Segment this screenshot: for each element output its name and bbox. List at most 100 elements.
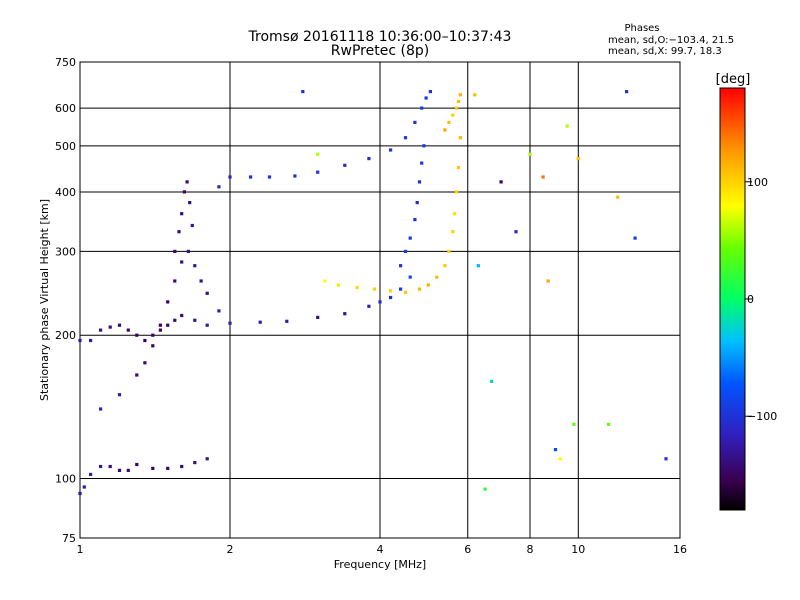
data-point (372, 287, 377, 291)
data-point (458, 136, 462, 140)
data-point (367, 157, 371, 161)
data-point (173, 279, 177, 283)
data-point (664, 457, 668, 461)
data-point (422, 144, 426, 148)
data-point (625, 90, 629, 94)
data-point (417, 180, 422, 184)
colorbar-tick-label: 0 (747, 293, 754, 306)
x-tick-label: 6 (464, 543, 471, 556)
data-point (447, 120, 451, 124)
data-point (389, 295, 393, 300)
data-point (199, 279, 203, 283)
data-point (455, 190, 459, 194)
data-point (420, 106, 424, 110)
x-tick-label: 16 (673, 543, 687, 556)
data-point (78, 338, 82, 343)
data-point (428, 90, 432, 94)
data-point (316, 152, 320, 156)
data-point (177, 230, 181, 234)
data-point (316, 315, 320, 319)
data-point (166, 300, 170, 304)
data-point (399, 264, 403, 268)
data-point (182, 190, 186, 194)
phase-info-x: mean, sd,X: 99.7, 18.3 (608, 46, 722, 57)
data-point (367, 304, 371, 308)
data-point (193, 461, 197, 465)
data-point (408, 236, 412, 240)
colorbar-label: [deg] (716, 72, 751, 87)
data-point (99, 464, 103, 469)
tick-labels: 1 2 4 6 8 10 16 75 100 200 300 400 500 600 750 (55, 56, 687, 556)
data-point (89, 472, 93, 476)
data-point (180, 212, 184, 216)
phase-info-title: Phases (624, 23, 659, 34)
data-point (293, 174, 297, 178)
data-point (403, 249, 408, 253)
y-tick-label: 500 (55, 140, 76, 153)
data-point (408, 275, 412, 279)
data-point (158, 323, 162, 327)
data-point (173, 249, 177, 253)
grid-lines (80, 62, 680, 538)
data-point (143, 338, 147, 343)
data-point (528, 152, 532, 156)
data-point (616, 195, 620, 199)
data-point (490, 379, 494, 383)
data-point (417, 287, 422, 291)
data-point (389, 289, 393, 293)
data-point (553, 448, 558, 452)
data-point (323, 279, 327, 283)
data-point (424, 96, 428, 100)
data-point (135, 373, 139, 377)
data-point (455, 106, 459, 110)
data-point (108, 325, 112, 329)
data-point (514, 230, 518, 234)
data-point (99, 328, 103, 332)
y-tick-label: 300 (55, 245, 76, 258)
data-point (126, 468, 130, 472)
data-point (267, 175, 272, 179)
colorbar-tick-label: 100 (747, 176, 768, 189)
data-point (188, 201, 192, 205)
data-point (443, 128, 447, 132)
data-point (316, 170, 320, 174)
data-point (205, 457, 209, 461)
data-point (447, 249, 451, 253)
data-point (476, 264, 480, 268)
phase-info-o: mean, sd,O:−103.4, 21.5 (608, 35, 734, 46)
data-point (389, 148, 393, 152)
data-point (399, 287, 403, 291)
data-point (117, 323, 122, 327)
data-point (426, 283, 430, 287)
data-point (403, 136, 408, 140)
y-tick-label: 100 (55, 473, 76, 486)
x-axis-label: Frequency [MHz] (334, 558, 426, 571)
data-point (285, 319, 289, 323)
data-point (158, 328, 162, 332)
data-point (217, 185, 221, 189)
data-point (205, 323, 209, 327)
data-point (135, 333, 139, 337)
colorbar-ticks: 100 0 −100 (745, 176, 777, 423)
data-point (249, 175, 253, 179)
data-point (151, 344, 155, 348)
colorbar-tick-label: −100 (747, 410, 777, 423)
data-point (126, 328, 130, 332)
data-point (151, 466, 155, 470)
y-tick-label: 600 (55, 102, 76, 115)
data-point (456, 99, 461, 103)
data-point (78, 491, 82, 496)
data-point (336, 283, 340, 287)
data-point (453, 212, 457, 216)
data-point (258, 320, 262, 324)
data-point (343, 163, 347, 167)
data-point (420, 161, 424, 165)
data-point (458, 93, 462, 97)
data-point (228, 175, 232, 179)
y-tick-label: 75 (62, 532, 76, 545)
data-point (415, 201, 419, 205)
x-tick-label: 2 (227, 543, 234, 556)
data-point (606, 422, 611, 426)
data-point (193, 318, 197, 322)
